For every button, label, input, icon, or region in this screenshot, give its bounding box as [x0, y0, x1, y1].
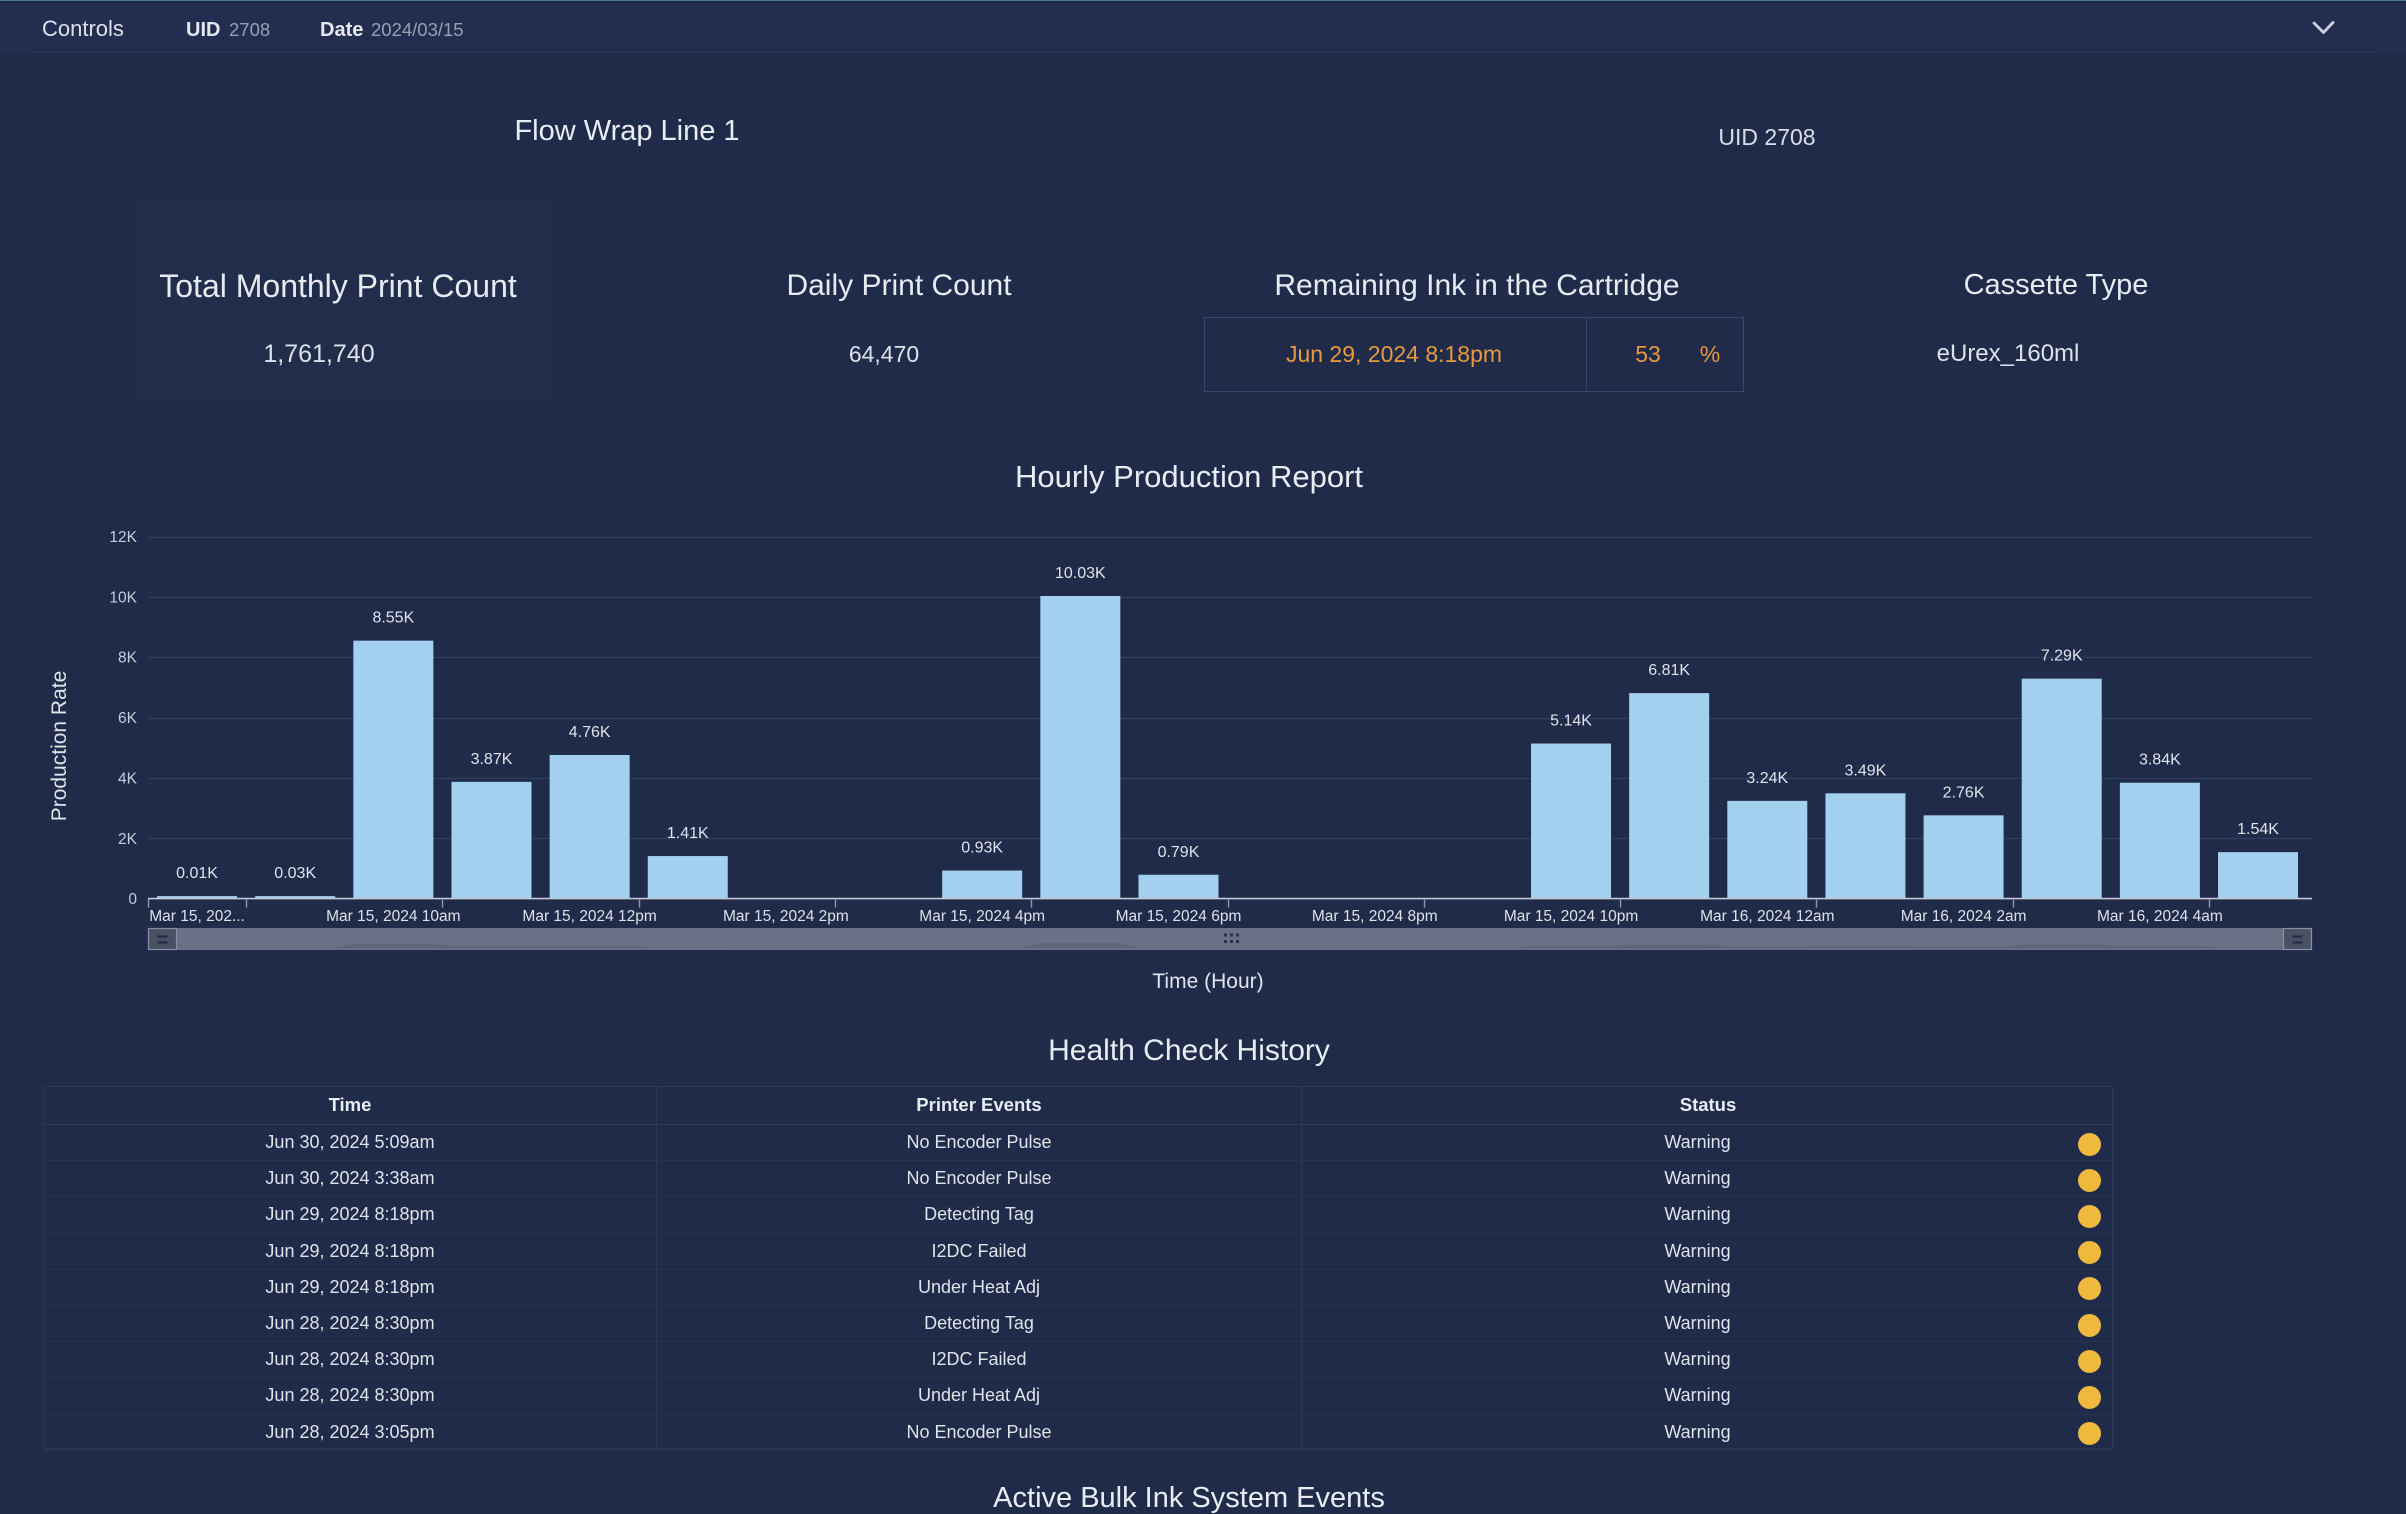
svg-text:4.76K: 4.76K [569, 724, 611, 741]
svg-text:1.54K: 1.54K [2237, 821, 2279, 838]
svg-text:0.79K: 0.79K [1158, 844, 1200, 861]
svg-text:3.24K: 3.24K [1746, 770, 1788, 787]
svg-text:Mar 15, 2024 12pm: Mar 15, 2024 12pm [522, 908, 656, 925]
svg-text:10K: 10K [109, 589, 137, 606]
svg-text:Mar 15, 2024 6pm: Mar 15, 2024 6pm [1116, 908, 1242, 925]
svg-text:3.49K: 3.49K [1845, 762, 1887, 779]
svg-text:Mar 15, 2024 10am: Mar 15, 2024 10am [326, 908, 460, 925]
svg-text:7.29K: 7.29K [2041, 648, 2083, 665]
svg-text:1.41K: 1.41K [667, 825, 709, 842]
svg-text:0: 0 [128, 891, 137, 908]
svg-text:Mar 16, 2024 4am: Mar 16, 2024 4am [2097, 908, 2223, 925]
svg-text:0.93K: 0.93K [961, 840, 1003, 857]
svg-text:Mar 15, 2024 4pm: Mar 15, 2024 4pm [919, 908, 1045, 925]
svg-text:6.81K: 6.81K [1648, 662, 1690, 679]
svg-text:4K: 4K [118, 770, 138, 787]
svg-text:Mar 16, 2024 2am: Mar 16, 2024 2am [1901, 908, 2027, 925]
svg-text:5.14K: 5.14K [1550, 713, 1592, 730]
svg-text:0.03K: 0.03K [274, 865, 316, 882]
svg-text:Mar 15, 202...: Mar 15, 202... [149, 908, 245, 925]
svg-text:8.55K: 8.55K [372, 610, 414, 627]
svg-text:3.84K: 3.84K [2139, 752, 2181, 769]
svg-text:12K: 12K [109, 529, 137, 546]
svg-text:10.03K: 10.03K [1055, 565, 1106, 582]
svg-text:6K: 6K [118, 710, 138, 727]
svg-text:8K: 8K [118, 650, 138, 667]
svg-text:2K: 2K [118, 831, 138, 848]
svg-text:3.87K: 3.87K [471, 751, 513, 768]
svg-text:Mar 15, 2024 10pm: Mar 15, 2024 10pm [1504, 908, 1638, 925]
svg-text:Mar 15, 2024 2pm: Mar 15, 2024 2pm [723, 908, 849, 925]
svg-text:Mar 16, 2024 12am: Mar 16, 2024 12am [1700, 908, 1834, 925]
svg-text:Mar 15, 2024 8pm: Mar 15, 2024 8pm [1312, 908, 1438, 925]
svg-text:2.76K: 2.76K [1943, 784, 1985, 801]
svg-text:0.01K: 0.01K [176, 865, 218, 882]
